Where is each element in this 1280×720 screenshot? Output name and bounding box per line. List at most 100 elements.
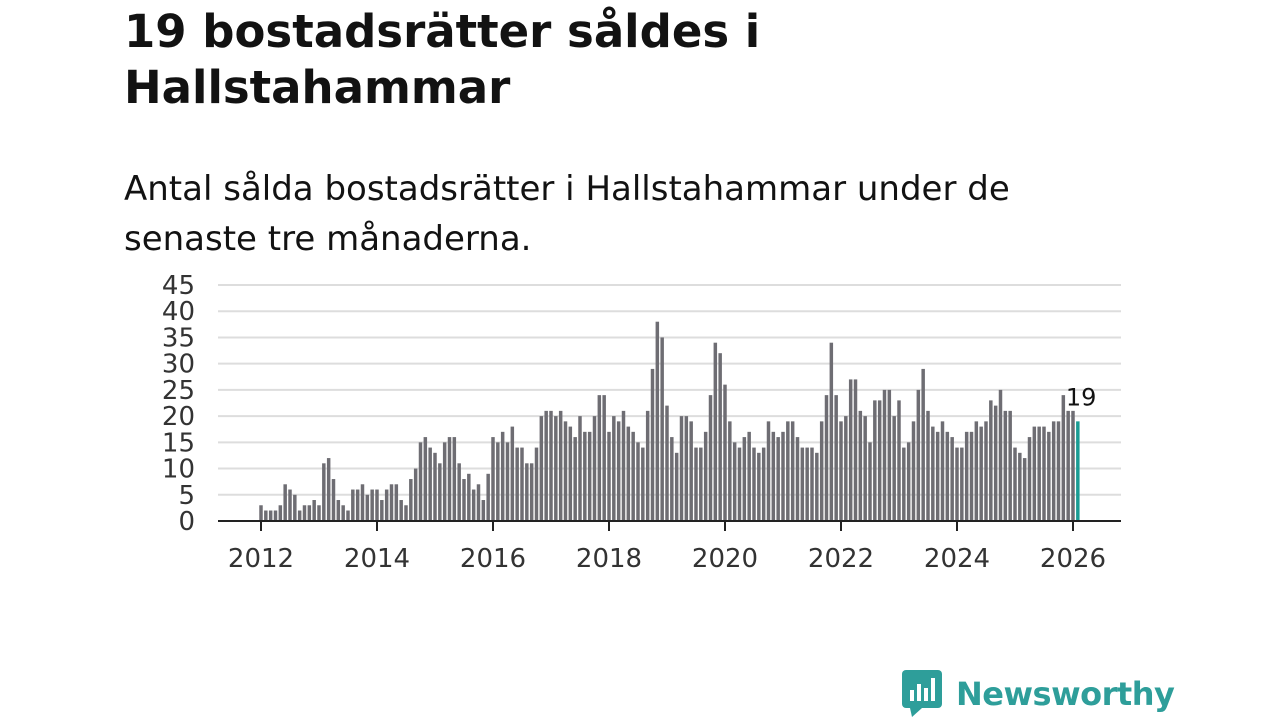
bar <box>331 479 336 521</box>
bar <box>626 426 631 521</box>
bar <box>326 458 331 521</box>
bar <box>699 447 703 521</box>
bar <box>288 489 292 521</box>
bar <box>960 447 964 521</box>
bar <box>916 389 921 521</box>
bar <box>660 337 664 521</box>
bar <box>926 410 930 521</box>
y-tick-label: 20 <box>162 402 195 432</box>
bar <box>921 368 925 521</box>
bar <box>1013 447 1017 521</box>
bar <box>278 505 283 521</box>
bar <box>302 505 307 521</box>
bar <box>520 447 524 521</box>
bar <box>771 431 776 521</box>
x-tick-label: 2020 <box>692 544 758 574</box>
bar <box>713 342 718 521</box>
bar <box>650 368 655 521</box>
bar <box>380 500 384 521</box>
bar <box>365 494 370 521</box>
bar <box>404 505 408 521</box>
bar <box>679 416 684 521</box>
bar <box>1008 410 1012 521</box>
bar <box>592 416 597 521</box>
x-axis <box>218 520 1121 531</box>
bar <box>525 463 529 521</box>
bar <box>815 452 819 521</box>
bar <box>955 447 959 521</box>
bar <box>268 510 273 521</box>
bar <box>863 416 867 521</box>
bar <box>747 431 751 521</box>
bar <box>844 416 848 521</box>
x-tick-label: 2018 <box>576 544 642 574</box>
bar <box>819 421 824 521</box>
bar <box>694 447 698 521</box>
y-tick-label: 45 <box>162 271 195 301</box>
bar <box>563 421 568 521</box>
bar <box>423 437 428 521</box>
bar <box>312 500 316 521</box>
bar <box>597 395 602 521</box>
bar <box>993 405 998 521</box>
bars <box>259 321 1080 521</box>
bar <box>389 484 394 521</box>
x-tick-label: 2022 <box>808 544 874 574</box>
bar <box>1042 426 1046 521</box>
bar <box>892 416 896 521</box>
bar <box>578 416 582 521</box>
bar <box>573 437 577 521</box>
bar <box>612 416 616 521</box>
bar <box>616 421 621 521</box>
bar <box>481 500 486 521</box>
y-tick-label: 40 <box>162 297 195 327</box>
bar <box>510 426 515 521</box>
bar <box>549 410 553 521</box>
last-value-label: 19 <box>1066 383 1097 411</box>
bar <box>467 473 471 521</box>
x-tick-label: 2026 <box>1040 544 1106 574</box>
bar <box>645 410 650 521</box>
bar <box>413 468 418 521</box>
bar <box>752 447 756 521</box>
x-tick-label: 2014 <box>344 544 410 574</box>
bar <box>834 395 838 521</box>
bar <box>1056 421 1061 521</box>
bar <box>568 426 573 521</box>
y-tick-label: 0 <box>178 507 195 537</box>
bar <box>935 431 940 521</box>
bar <box>868 442 872 521</box>
bar <box>732 442 737 521</box>
chart-title: 19 bostadsrätter såldes i Hallstahammar <box>124 5 761 114</box>
bar <box>346 510 350 521</box>
bar <box>486 473 490 521</box>
bar <box>781 431 785 521</box>
y-tick-label: 25 <box>162 376 195 406</box>
bar <box>602 395 606 521</box>
bar <box>641 447 645 521</box>
bar <box>795 437 800 521</box>
bar <box>887 389 892 521</box>
bar <box>293 494 297 521</box>
bar <box>969 431 974 521</box>
bar <box>428 447 432 521</box>
bar <box>911 421 916 521</box>
bar <box>1051 421 1056 521</box>
bar <box>587 431 592 521</box>
bar <box>790 421 795 521</box>
y-tick-label: 10 <box>162 455 195 485</box>
bar <box>607 431 611 521</box>
bar <box>931 426 935 521</box>
bar <box>273 510 278 521</box>
bar <box>399 500 403 521</box>
bar <box>723 384 727 521</box>
bar <box>433 452 437 521</box>
bar <box>882 389 887 521</box>
bar <box>989 400 993 521</box>
bar <box>737 447 742 521</box>
bar <box>786 421 790 521</box>
bar <box>829 342 834 521</box>
bar <box>418 442 423 521</box>
bar <box>703 431 708 521</box>
